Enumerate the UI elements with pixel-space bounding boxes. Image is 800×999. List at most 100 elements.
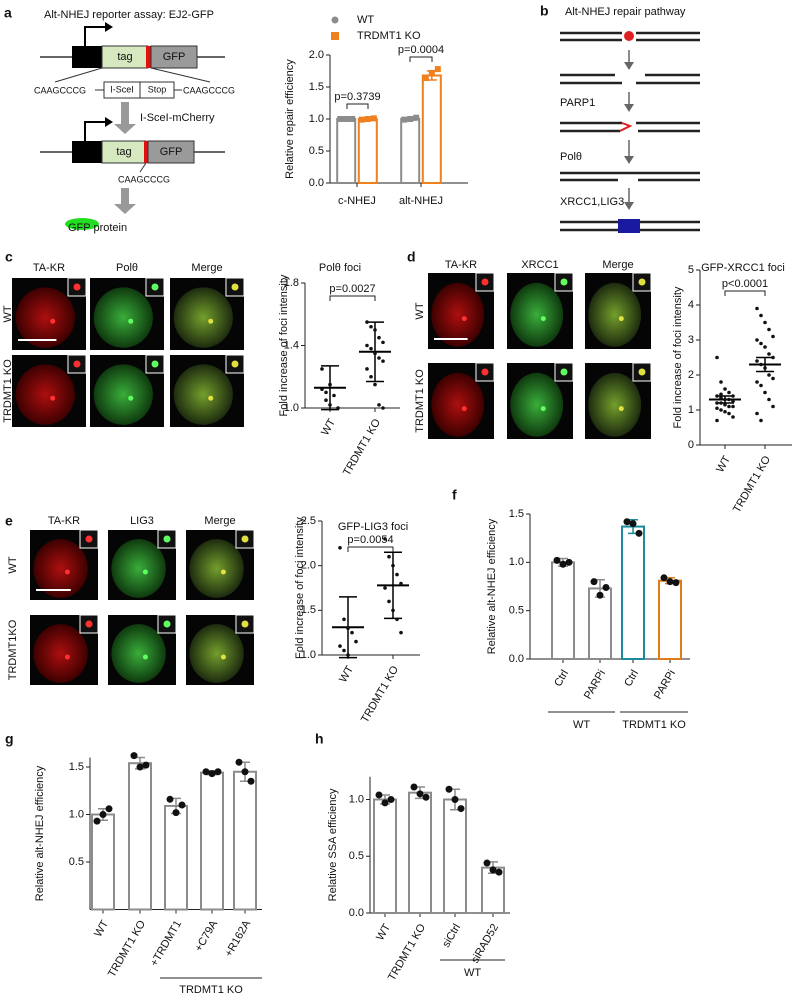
ligation — [618, 219, 640, 233]
box-label: GFP — [163, 51, 186, 63]
data-point — [727, 390, 731, 395]
nucleus — [33, 539, 88, 598]
arrow-head — [105, 117, 113, 127]
data-point — [342, 617, 346, 622]
inset-focus — [241, 620, 249, 628]
panel-letter: b — [540, 3, 549, 19]
row-label: WT — [414, 302, 426, 319]
x-tick-label: WT — [337, 664, 356, 685]
error-bar — [321, 365, 339, 411]
data-point — [723, 402, 727, 407]
data-point — [767, 397, 771, 402]
data-point — [602, 583, 610, 591]
inset-focus — [163, 620, 171, 628]
data-point — [763, 345, 767, 349]
x-tick-label: siCtrl — [440, 922, 463, 950]
y-tick-label: 0.0 — [309, 177, 324, 189]
column-label: Polθ — [116, 262, 138, 274]
x-tick-label: TRDMT1 KO — [386, 922, 428, 983]
data-point — [328, 403, 332, 407]
data-point — [413, 114, 420, 121]
focus — [220, 569, 226, 575]
significance-bracket — [409, 56, 433, 62]
inset-focus — [73, 283, 81, 291]
p-value: p=0.3739 — [334, 91, 380, 103]
data-point — [759, 383, 763, 388]
data-point — [771, 334, 775, 339]
inset-focus — [85, 535, 93, 543]
column-label: TA-KR — [445, 259, 477, 271]
data-point — [759, 362, 763, 367]
y-tick-label: 1.5 — [301, 604, 316, 616]
data-point — [553, 556, 561, 564]
nucleus — [189, 539, 244, 598]
significance-bracket — [346, 103, 369, 109]
bar — [336, 118, 357, 184]
data-point — [771, 376, 775, 381]
x-tick-label: +R162A — [223, 918, 254, 959]
data-point — [383, 537, 387, 541]
y-axis-label: Fold increase of foci intensity — [294, 517, 306, 659]
focus — [208, 318, 214, 324]
row-label: TRDMT1 KO — [2, 359, 14, 423]
data-point — [377, 403, 381, 407]
x-tick-label: PARPi — [582, 668, 608, 701]
y-tick-label: 0.5 — [509, 605, 524, 617]
data-point — [387, 599, 391, 604]
data-point — [381, 406, 385, 410]
data-point — [763, 366, 767, 370]
data-point — [451, 796, 459, 803]
data-point — [369, 346, 373, 351]
significance-bracket — [347, 546, 394, 552]
column-label: LIG3 — [130, 515, 154, 527]
legend-marker — [331, 32, 339, 40]
data-point — [457, 805, 465, 813]
box-label: tag — [116, 146, 131, 158]
data-point — [723, 409, 727, 414]
nucleus — [111, 624, 166, 683]
data-point — [172, 809, 180, 817]
y-tick-label: 3 — [688, 334, 694, 346]
data-point — [320, 367, 324, 371]
nucleus — [510, 282, 564, 347]
data-point — [395, 617, 399, 622]
bar — [91, 813, 115, 911]
data-point — [373, 328, 377, 332]
data-point — [445, 785, 453, 793]
data-point — [377, 356, 381, 360]
data-point — [358, 116, 365, 123]
data-point — [771, 404, 775, 409]
bar — [658, 579, 682, 661]
dna-strands — [560, 121, 700, 133]
data-point — [346, 626, 350, 630]
legend-marker — [331, 16, 339, 24]
y-tick-label: 1.0 — [69, 808, 84, 820]
data-point — [731, 404, 735, 409]
focus — [618, 406, 624, 412]
focus — [50, 395, 56, 401]
data-point — [759, 418, 763, 423]
annealing — [619, 122, 633, 132]
x-tick-label: Ctrl — [552, 668, 571, 689]
data-point — [320, 387, 324, 392]
data-point — [178, 801, 186, 809]
data-point — [660, 574, 668, 582]
data-point — [596, 591, 604, 599]
y-tick-label: 0 — [688, 439, 694, 451]
inset-focus — [73, 360, 81, 368]
data-point — [771, 355, 775, 360]
focus — [142, 654, 148, 660]
x-tick-label: WT — [714, 454, 733, 475]
y-tick-label: 2 — [688, 369, 694, 381]
data-point — [623, 518, 631, 526]
panel-letter: e — [5, 513, 13, 529]
x-tick-label: Ctrl — [622, 668, 641, 689]
data-point — [715, 406, 719, 411]
p-value: p=0.0027 — [329, 283, 375, 295]
data-point — [391, 563, 395, 568]
data-point — [105, 805, 113, 813]
step-label: PARP1 — [560, 97, 595, 109]
x-tick-label: siRAD52 — [469, 922, 501, 966]
data-point — [629, 520, 637, 528]
data-point — [489, 866, 497, 874]
